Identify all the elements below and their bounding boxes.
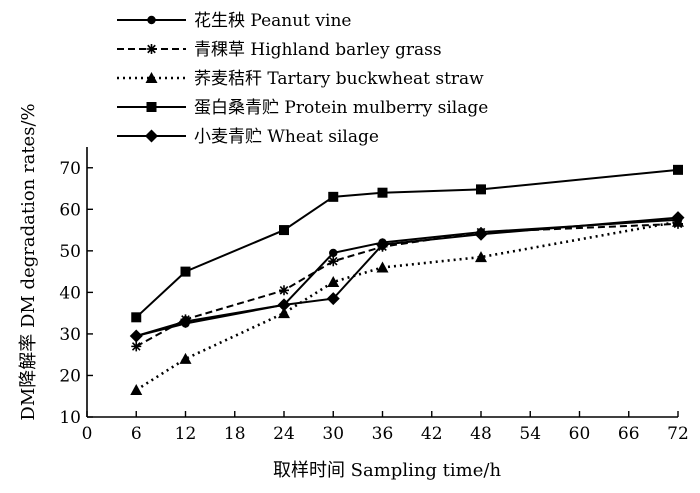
data-point xyxy=(130,384,143,395)
y-tick-label: 30 xyxy=(59,325,81,345)
y-axis-title: DM降解率 DM degradation rates/% xyxy=(18,103,39,420)
x-tick-label: 36 xyxy=(372,424,394,444)
series-line xyxy=(135,220,679,392)
data-point xyxy=(279,285,289,296)
legend-swatch-marker xyxy=(147,15,156,25)
legend-label: 花生秧 Peanut vine xyxy=(194,11,351,31)
series-layer xyxy=(129,164,685,395)
x-tick-label: 0 xyxy=(82,424,93,444)
x-tick-label: 60 xyxy=(569,424,591,444)
data-point xyxy=(329,248,338,258)
y-tick-label: 20 xyxy=(59,366,81,386)
x-tick-label: 72 xyxy=(667,424,689,444)
x-tick-label: 30 xyxy=(322,424,344,444)
y-tick-label: 40 xyxy=(59,283,81,303)
data-point xyxy=(179,352,192,364)
x-tick-label: 66 xyxy=(618,424,640,444)
legend-swatch-marker xyxy=(146,102,157,112)
data-point xyxy=(131,312,142,323)
x-tick-label: 6 xyxy=(131,424,142,444)
data-point xyxy=(328,191,339,202)
data-point xyxy=(277,298,291,312)
x-tick-label: 42 xyxy=(421,424,443,444)
series-4 xyxy=(129,211,685,343)
x-tick-label: 12 xyxy=(175,424,197,444)
data-point xyxy=(673,164,683,175)
data-point xyxy=(278,307,290,319)
legend-swatch-marker xyxy=(146,44,157,54)
data-point xyxy=(180,266,191,277)
legend-swatch-marker xyxy=(145,129,158,143)
y-tick-label: 10 xyxy=(59,408,81,428)
data-point xyxy=(279,225,289,236)
data-point xyxy=(129,329,143,343)
data-point xyxy=(474,227,488,241)
legend-item: 小麦青贮 Wheat silage xyxy=(117,127,379,147)
x-tick-label: 48 xyxy=(470,424,492,444)
x-axis-title: 取样时间 Sampling time/h xyxy=(273,460,502,481)
legend-label: 青稞草 Highland barley grass xyxy=(194,40,442,60)
legend-item: 青稞草 Highland barley grass xyxy=(117,40,442,60)
legend-swatch-marker xyxy=(145,72,158,83)
data-point xyxy=(376,261,389,273)
legend-label: 小麦青贮 Wheat silage xyxy=(194,127,379,147)
data-point xyxy=(326,292,340,306)
data-point xyxy=(377,187,388,198)
data-point xyxy=(131,341,142,352)
legend-label: 蛋白桑青贮 Protein mulberry silage xyxy=(194,98,488,118)
series-2 xyxy=(130,215,684,395)
y-tick-label: 60 xyxy=(59,200,81,220)
legend-item: 蛋白桑青贮 Protein mulberry silage xyxy=(117,98,488,118)
series-3 xyxy=(131,164,683,323)
legend-item: 花生秧 Peanut vine xyxy=(117,11,351,31)
data-point xyxy=(327,276,340,287)
data-point xyxy=(179,314,192,328)
data-point xyxy=(671,211,685,225)
y-tick-label: 70 xyxy=(59,159,81,179)
series-1 xyxy=(131,218,683,352)
legend-item: 荞麦秸秆 Tartary buckwheat straw xyxy=(117,69,484,89)
x-tick-label: 24 xyxy=(273,424,295,444)
x-tick-label: 54 xyxy=(519,424,541,444)
data-point xyxy=(376,238,389,252)
ticks: 0 6 12 18 24 30 36 42 48 54 60 66 72 10 20 30 40 50 60 70 xyxy=(59,159,688,444)
data-point xyxy=(475,251,487,263)
data-point xyxy=(328,256,339,267)
x-tick-label: 18 xyxy=(224,424,246,444)
y-tick-label: 50 xyxy=(59,242,81,262)
legend: 花生秧 Peanut vine 青稞草 Highland barley grass… xyxy=(117,11,488,147)
data-point xyxy=(476,184,486,195)
legend-label: 荞麦秸秆 Tartary buckwheat straw xyxy=(194,69,484,89)
series-0 xyxy=(132,215,683,341)
